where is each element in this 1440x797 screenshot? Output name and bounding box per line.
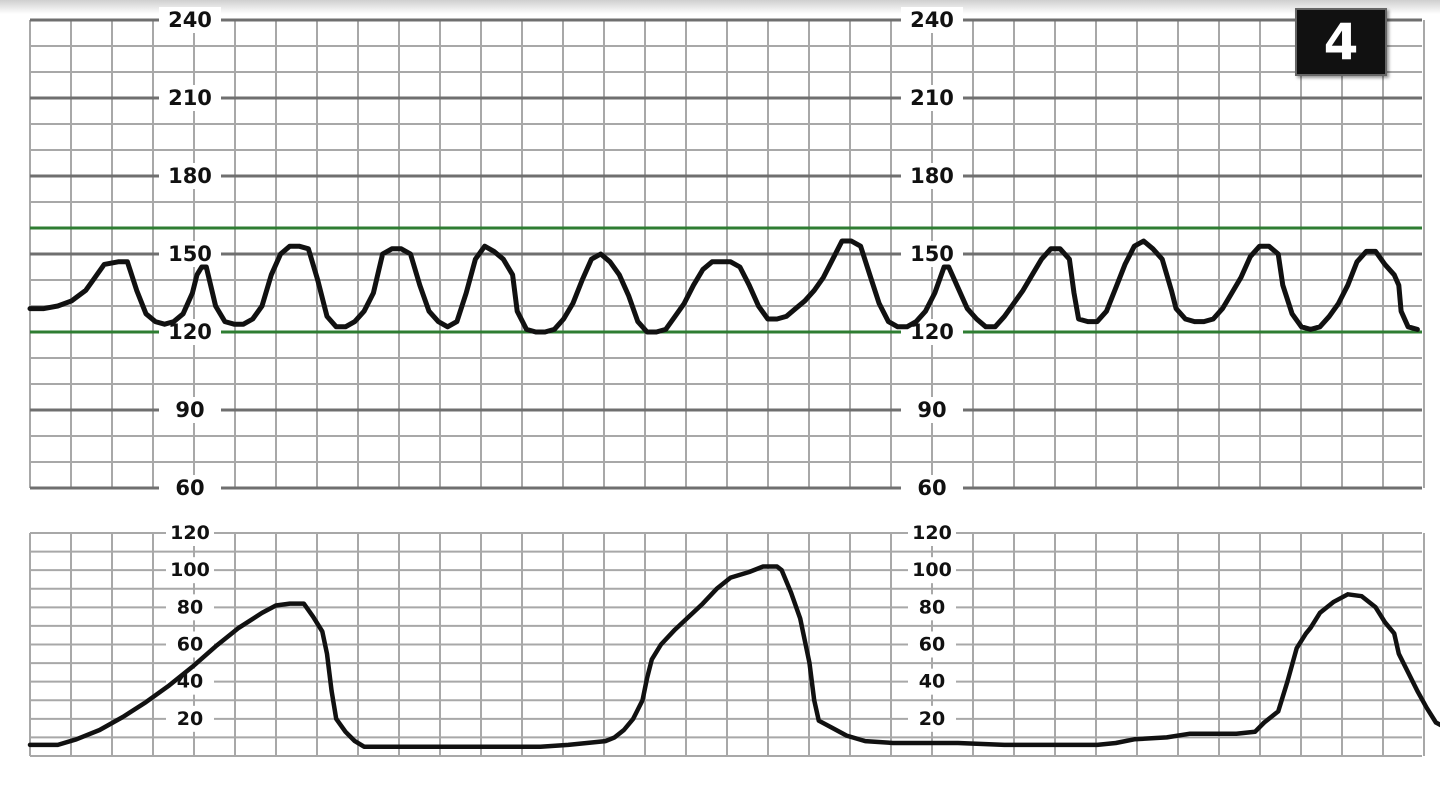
uc-tick-label-bg <box>908 705 956 732</box>
fhr-tick-label: 60 <box>917 476 946 500</box>
uc-tick-label-bg <box>166 557 214 584</box>
fhr-tick-label: 180 <box>168 164 212 188</box>
fhr-tick-label-bg <box>901 475 963 501</box>
uc-tick-label: 20 <box>177 708 203 730</box>
uc-grid <box>29 532 1425 757</box>
fhr-tick-label-bg <box>159 397 221 423</box>
fhr-tick-label-bg <box>901 7 963 33</box>
uc-tick-label: 20 <box>919 708 945 730</box>
fhr-grid <box>29 18 1425 490</box>
uc-tick-label-bg <box>908 557 956 584</box>
uc-tick-label-bg <box>166 594 214 621</box>
fhr-tick-label: 120 <box>910 320 954 344</box>
uc-tick-label: 40 <box>919 671 945 693</box>
uc-trace-line <box>27 564 1440 749</box>
uc-tick-label-bg <box>908 594 956 621</box>
fhr-tick-label: 180 <box>910 164 954 188</box>
uc-tick-label: 120 <box>912 522 952 544</box>
uc-tick-label: 80 <box>177 596 203 618</box>
uc-tick-label-bg <box>908 520 956 546</box>
fhr-tick-label: 210 <box>168 86 212 110</box>
fhr-tick-label-bg <box>159 241 221 267</box>
fhr-tick-label-bg <box>159 163 221 189</box>
uc-tick-label: 100 <box>912 559 952 581</box>
fhr-tick-label-bg <box>901 241 963 267</box>
fhr-tick-label: 240 <box>168 8 212 32</box>
uc-tick-label-bg <box>908 631 956 658</box>
fhr-tick-label: 90 <box>175 398 204 422</box>
fhr-tick-label: 60 <box>175 476 204 500</box>
fhr-tick-label: 150 <box>168 242 212 266</box>
fhr-tick-label-bg <box>901 85 963 111</box>
fhr-tick-label-bg <box>901 397 963 423</box>
fhr-reference-lines <box>30 226 1422 334</box>
top-edge-shadow <box>0 0 1440 14</box>
fhr-trace-line <box>27 238 1420 335</box>
uc-tick-label-bg <box>166 705 214 732</box>
uc-tick-label: 60 <box>177 634 203 656</box>
uc-tick-label: 80 <box>919 596 945 618</box>
fhr-tick-label: 210 <box>910 86 954 110</box>
fhr-tick-label-bg <box>901 163 963 189</box>
uc-tick-label-bg <box>166 520 214 546</box>
fhr-tick-label: 120 <box>168 320 212 344</box>
fhr-tick-label: 90 <box>917 398 946 422</box>
fhr-tick-label-bg <box>159 85 221 111</box>
fhr-tick-label-bg <box>159 475 221 501</box>
fhr-axis-labels: 60 90 120 150 180 210 240 60 90 120 150 180 210 240 <box>159 7 963 501</box>
uc-tick-label: 100 <box>170 559 210 581</box>
fhr-tick-label-bg <box>159 7 221 33</box>
fhr-tick-label: 150 <box>910 242 954 266</box>
panel-number-badge: 4 <box>1295 8 1387 76</box>
uc-tick-label: 120 <box>170 522 210 544</box>
uc-tick-label-bg <box>908 668 956 695</box>
uc-tick-label: 60 <box>919 634 945 656</box>
fhr-tick-label: 240 <box>910 8 954 32</box>
